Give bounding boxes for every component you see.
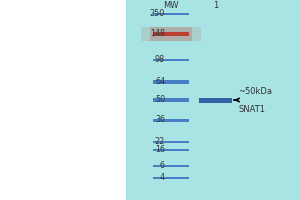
- FancyBboxPatch shape: [153, 165, 189, 167]
- FancyBboxPatch shape: [153, 141, 189, 143]
- FancyBboxPatch shape: [153, 149, 189, 151]
- Text: MW: MW: [163, 1, 179, 10]
- FancyBboxPatch shape: [141, 27, 201, 41]
- Text: 1: 1: [213, 1, 219, 10]
- Text: 6: 6: [160, 162, 165, 170]
- FancyBboxPatch shape: [200, 98, 232, 102]
- FancyBboxPatch shape: [153, 80, 189, 84]
- Text: 4: 4: [160, 173, 165, 182]
- FancyBboxPatch shape: [126, 0, 300, 200]
- Text: SNAT1: SNAT1: [238, 106, 266, 114]
- FancyBboxPatch shape: [153, 98, 189, 102]
- Text: 22: 22: [155, 138, 165, 146]
- Text: ~50kDa: ~50kDa: [238, 88, 272, 97]
- Text: 36: 36: [155, 116, 165, 124]
- Text: 148: 148: [150, 29, 165, 38]
- Text: 250: 250: [150, 9, 165, 19]
- Text: 50: 50: [155, 96, 165, 104]
- FancyBboxPatch shape: [150, 27, 192, 41]
- FancyBboxPatch shape: [153, 32, 189, 36]
- FancyBboxPatch shape: [153, 13, 189, 15]
- FancyBboxPatch shape: [153, 177, 189, 179]
- FancyBboxPatch shape: [153, 118, 189, 121]
- Text: 64: 64: [155, 77, 165, 86]
- Text: 16: 16: [155, 146, 165, 154]
- Text: 98: 98: [155, 55, 165, 64]
- FancyBboxPatch shape: [153, 59, 189, 61]
